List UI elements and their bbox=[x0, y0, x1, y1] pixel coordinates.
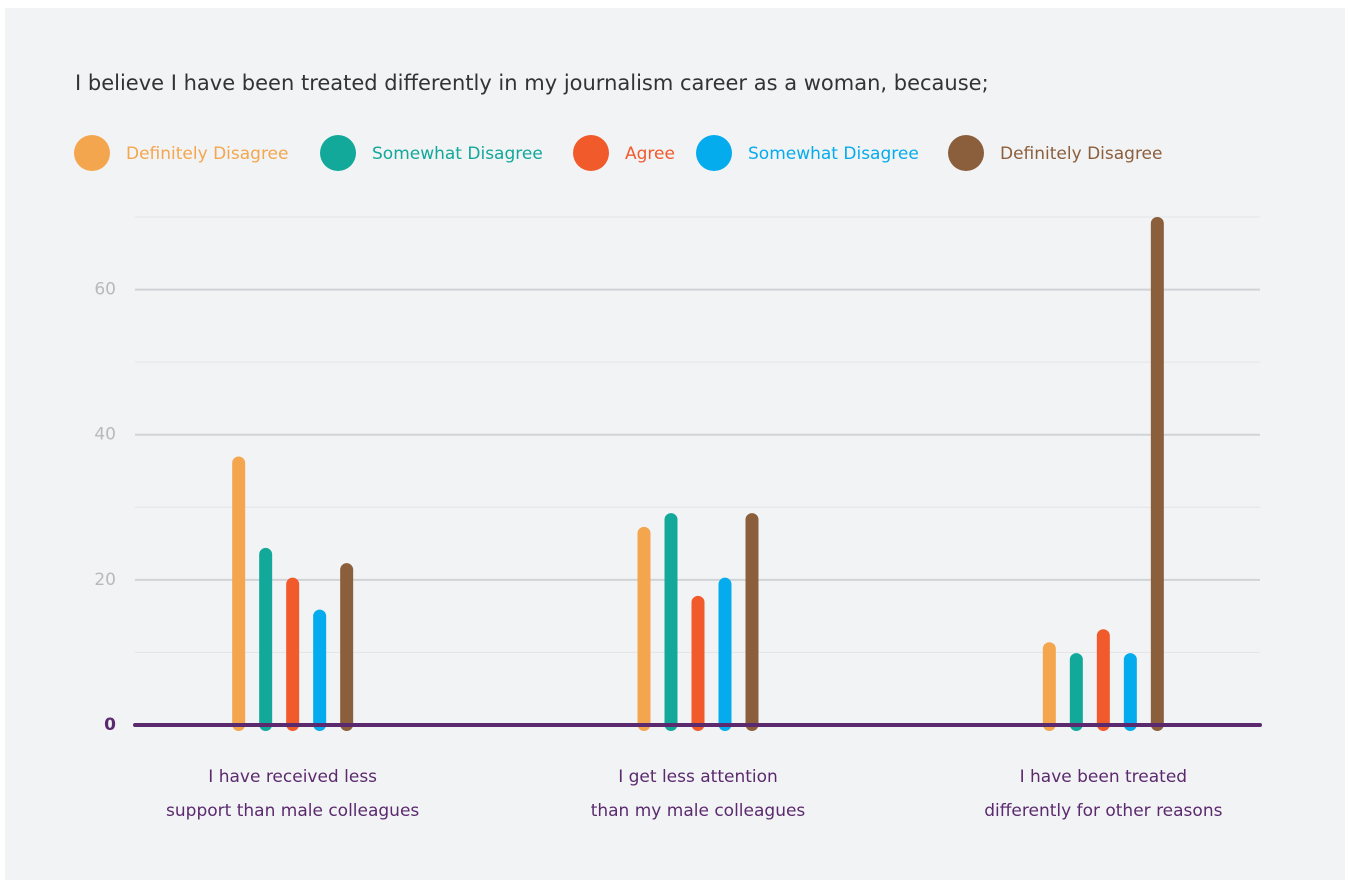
x-tick-label: I get less attention bbox=[618, 767, 778, 787]
bar bbox=[286, 577, 300, 731]
bar bbox=[313, 609, 327, 731]
bar bbox=[691, 595, 705, 731]
legend-swatch bbox=[573, 135, 609, 171]
bar bbox=[637, 526, 651, 731]
y-tick-label: 60 bbox=[94, 280, 116, 300]
legend-label: Definitely Disagree bbox=[126, 144, 288, 164]
bar bbox=[340, 563, 354, 731]
x-tick-label: than my male colleagues bbox=[591, 801, 806, 821]
x-tick-label: differently for other reasons bbox=[984, 801, 1222, 821]
legend-swatch bbox=[948, 135, 984, 171]
bar bbox=[259, 547, 273, 731]
x-tick-label: I have been treated bbox=[1020, 767, 1188, 787]
bar bbox=[664, 513, 678, 731]
legend-swatch bbox=[320, 135, 356, 171]
bar bbox=[718, 577, 732, 731]
y-tick-label: 20 bbox=[94, 570, 116, 590]
chart-title: I believe I have been treated differentl… bbox=[75, 71, 989, 95]
legend-label: Somewhat Disagree bbox=[748, 144, 919, 164]
legend-label: Definitely Disagree bbox=[1000, 144, 1162, 164]
bar bbox=[1096, 629, 1110, 731]
bar bbox=[745, 513, 759, 731]
bar bbox=[1123, 653, 1137, 731]
bar bbox=[1069, 653, 1083, 731]
x-tick-label: support than male colleagues bbox=[166, 801, 419, 821]
legend-label: Somewhat Disagree bbox=[372, 144, 543, 164]
x-tick-label: I have received less bbox=[208, 767, 377, 787]
legend-swatch bbox=[74, 135, 110, 171]
y-tick-label: 0 bbox=[104, 715, 116, 735]
bar bbox=[232, 456, 246, 731]
legend-swatch bbox=[696, 135, 732, 171]
legend-label: Agree bbox=[625, 144, 675, 164]
bar bbox=[1150, 217, 1164, 731]
bar bbox=[1042, 642, 1056, 731]
y-tick-label: 40 bbox=[94, 425, 116, 445]
panel bbox=[5, 8, 1345, 880]
